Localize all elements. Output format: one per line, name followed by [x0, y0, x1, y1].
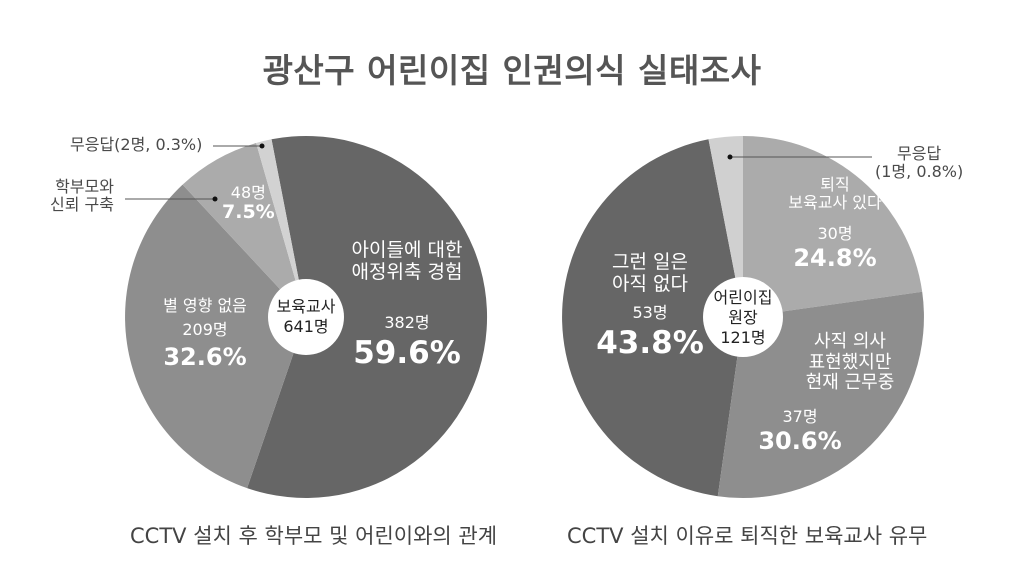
- no-effect-label: 별 영향 없음: [163, 296, 247, 315]
- atrophy-label-line2: 애정위축 경험: [351, 260, 463, 283]
- right-center-line3: 121명: [720, 328, 766, 347]
- intent-pct: 30.6%: [758, 427, 842, 456]
- slice-trust: [182, 143, 306, 317]
- left-center-label: 보육교사 641명: [268, 297, 344, 337]
- right-intent-values: 37명 30.6%: [745, 407, 855, 456]
- right-retired-label: 퇴직 보육교사 있다 30명 24.8%: [770, 175, 900, 273]
- atrophy-pct: 59.6%: [353, 335, 461, 372]
- trust-count: 48명: [230, 183, 266, 202]
- no-effect-pct: 32.6%: [163, 342, 247, 371]
- slice-none: [562, 139, 743, 497]
- right-center-circle: [703, 277, 783, 357]
- right-none-label: 그런 일은 아직 없다 53명 43.8%: [590, 251, 710, 362]
- none-label-line2: 아직 없다: [612, 272, 688, 295]
- retired-label-line1: 퇴직: [820, 175, 850, 194]
- trust-pct: 7.5%: [222, 201, 275, 224]
- slice-no-answer-right: [708, 135, 743, 317]
- left-chart-caption: CCTV 설치 후 학부모 및 어린이와의 관계: [130, 524, 498, 548]
- right-chart-caption: CCTV 설치 이유로 퇴직한 보육교사 유무: [567, 524, 928, 548]
- left-center-line2: 641명: [283, 317, 329, 336]
- intent-label-line3: 현재 근무중: [805, 372, 895, 394]
- right-center-label: 어린이집 원장 121명: [703, 288, 783, 348]
- left-no-answer-callout: 무응답(2명, 0.3%): [70, 135, 203, 154]
- none-count: 53명: [632, 302, 668, 322]
- left-atrophy-values: 382명 59.6%: [352, 313, 462, 372]
- left-atrophy-label: 아이들에 대한 애정위축 경험: [332, 239, 482, 284]
- left-no-effect-label: 별 영향 없음 209명 32.6%: [145, 296, 265, 371]
- right-no-answer-line1: 무응답: [897, 144, 942, 163]
- none-label-line1: 그런 일은: [612, 251, 688, 273]
- retired-count: 30명: [817, 223, 853, 243]
- retired-pct: 24.8%: [793, 244, 877, 273]
- left-trust-values: 48명 7.5%: [222, 183, 275, 224]
- right-center-line2: 원장: [728, 308, 758, 327]
- slice-no-effect: [125, 184, 306, 489]
- slice-retired: [743, 136, 923, 317]
- slice-no-answer: [256, 139, 306, 317]
- none-pct: 43.8%: [596, 325, 704, 362]
- page-title: 광산구 어린이집 인권의식 실태조사: [262, 51, 762, 90]
- retired-label-line2: 보육교사 있다: [788, 193, 882, 213]
- left-center-line1: 보육교사: [276, 297, 336, 316]
- right-intent-label: 사직 의사 표현했지만 현재 근무중: [790, 331, 910, 394]
- right-center-line1: 어린이집: [713, 288, 773, 307]
- right-no-answer-callout: 무응답 (1명, 0.8%): [875, 144, 964, 182]
- intent-count: 37명: [782, 407, 818, 426]
- left-pie: [125, 135, 488, 498]
- right-pie: [562, 135, 924, 498]
- no-effect-count: 209명: [182, 320, 228, 340]
- left-center-circle: [268, 279, 344, 355]
- atrophy-label-line1: 아이들에 대한: [351, 239, 463, 261]
- intent-label-line2: 표현했지만: [808, 351, 892, 373]
- right-no-answer-line2: (1명, 0.8%): [875, 162, 964, 182]
- trust-callout-line2: 신뢰 구축: [50, 195, 114, 215]
- trust-callout-line1: 학부모와: [55, 177, 114, 196]
- intent-label-line1: 사직 의사: [814, 331, 886, 352]
- slice-atrophy: [247, 135, 488, 498]
- left-trust-callout: 학부모와 신뢰 구축: [50, 177, 114, 215]
- atrophy-count: 382명: [384, 313, 430, 332]
